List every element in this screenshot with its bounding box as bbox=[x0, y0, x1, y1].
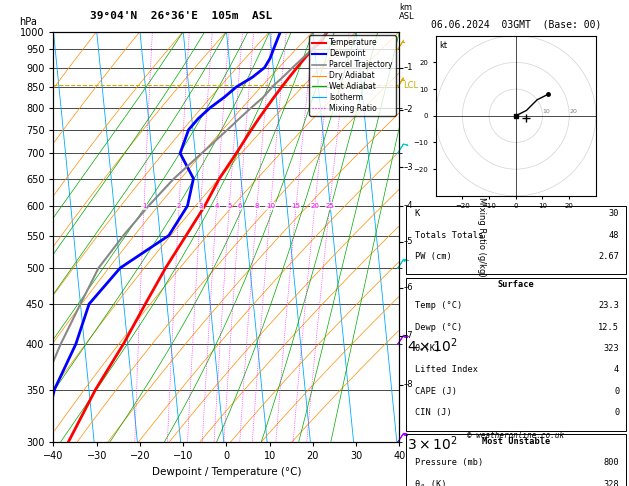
Text: 15: 15 bbox=[292, 203, 301, 209]
Text: 30: 30 bbox=[609, 209, 619, 218]
Text: –3: –3 bbox=[404, 163, 413, 172]
Text: 800: 800 bbox=[603, 458, 619, 467]
Legend: Temperature, Dewpoint, Parcel Trajectory, Dry Adiabat, Wet Adiabat, Isotherm, Mi: Temperature, Dewpoint, Parcel Trajectory… bbox=[309, 35, 396, 116]
Text: CAPE (J): CAPE (J) bbox=[415, 387, 457, 396]
Text: 323: 323 bbox=[603, 344, 619, 353]
Text: 8: 8 bbox=[255, 203, 259, 209]
Bar bbox=[406, 278, 626, 431]
Text: 0: 0 bbox=[614, 387, 619, 396]
Text: –8: –8 bbox=[404, 381, 413, 389]
Text: 10: 10 bbox=[266, 203, 275, 209]
Text: CIN (J): CIN (J) bbox=[415, 408, 451, 417]
Text: © weatheronline.co.uk: © weatheronline.co.uk bbox=[467, 431, 564, 440]
Text: hPa: hPa bbox=[19, 17, 36, 28]
Text: 48: 48 bbox=[609, 231, 619, 240]
Text: Temp (°C): Temp (°C) bbox=[415, 301, 462, 311]
Text: 12.5: 12.5 bbox=[598, 323, 619, 332]
Text: Lifted Index: Lifted Index bbox=[415, 365, 477, 375]
Text: 328: 328 bbox=[603, 480, 619, 486]
Text: 1: 1 bbox=[142, 203, 147, 209]
Text: LCL: LCL bbox=[404, 81, 419, 89]
Text: 0: 0 bbox=[614, 408, 619, 417]
Text: 2: 2 bbox=[177, 203, 181, 209]
Text: Surface: Surface bbox=[498, 280, 534, 289]
Text: 5: 5 bbox=[227, 203, 231, 209]
Text: –1: –1 bbox=[404, 63, 413, 72]
Bar bbox=[406, 206, 626, 274]
Text: 39°04'N  26°36'E  105m  ASL: 39°04'N 26°36'E 105m ASL bbox=[91, 11, 272, 21]
Text: PW (cm): PW (cm) bbox=[415, 252, 451, 261]
Text: 23.3: 23.3 bbox=[598, 301, 619, 311]
Text: Most Unstable: Most Unstable bbox=[482, 437, 550, 446]
Text: 4: 4 bbox=[614, 365, 619, 375]
Text: θₑ(K): θₑ(K) bbox=[415, 344, 441, 353]
Text: –4: –4 bbox=[404, 201, 413, 210]
Text: 06.06.2024  03GMT  (Base: 00): 06.06.2024 03GMT (Base: 00) bbox=[431, 19, 601, 29]
Text: Pressure (mb): Pressure (mb) bbox=[415, 458, 483, 467]
Text: 20: 20 bbox=[310, 203, 320, 209]
Text: –2: –2 bbox=[404, 105, 413, 114]
Text: –7: –7 bbox=[404, 331, 413, 340]
X-axis label: Dewpoint / Temperature (°C): Dewpoint / Temperature (°C) bbox=[152, 467, 301, 477]
Text: –5: –5 bbox=[404, 237, 413, 246]
Text: Totals Totals: Totals Totals bbox=[415, 231, 483, 240]
Text: 4: 4 bbox=[214, 203, 219, 209]
Text: θₑ (K): θₑ (K) bbox=[415, 480, 446, 486]
Text: 25: 25 bbox=[325, 203, 334, 209]
Text: Dewp (°C): Dewp (°C) bbox=[415, 323, 462, 332]
Text: 3: 3 bbox=[198, 203, 203, 209]
Bar bbox=[406, 434, 626, 486]
Text: K: K bbox=[415, 209, 420, 218]
Text: 2.67: 2.67 bbox=[598, 252, 619, 261]
Text: km
ASL: km ASL bbox=[399, 3, 415, 21]
Text: –6: –6 bbox=[404, 283, 413, 292]
Y-axis label: Mixing Ratio (g/kg): Mixing Ratio (g/kg) bbox=[477, 197, 486, 277]
Text: 6: 6 bbox=[238, 203, 242, 209]
